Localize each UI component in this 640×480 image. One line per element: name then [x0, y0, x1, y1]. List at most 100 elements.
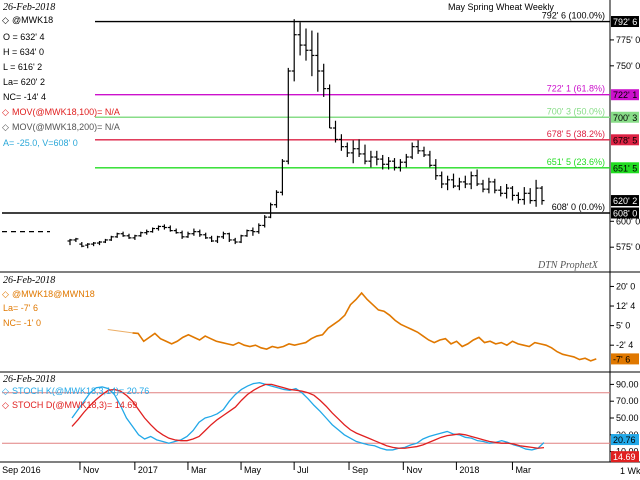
fib-retracement-tag — [611, 89, 639, 101]
fib-retracement-tag-text: 651' 5 — [613, 163, 637, 173]
spread-tick-label: 5' 0 — [616, 321, 630, 331]
price-bar — [161, 224, 167, 230]
price-bar — [468, 171, 474, 190]
diamond-icon: ◇ — [2, 400, 9, 410]
price-bar — [215, 235, 220, 244]
price-bar — [504, 183, 510, 199]
price-bar — [356, 139, 362, 158]
fib-retracement-tag-text: 678' 5 — [613, 135, 637, 145]
price-bar — [144, 229, 150, 235]
price-bar — [167, 225, 173, 232]
price-bar — [173, 228, 179, 234]
time-axis-label: May — [244, 465, 262, 475]
stoch-tick-label: 90.00 — [616, 379, 639, 389]
ohlc-last: La= 620' 2 — [3, 77, 45, 87]
interval-label: 1 Wk — [620, 466, 640, 476]
time-axis-label: Nov — [83, 465, 100, 475]
price-bar — [397, 159, 403, 172]
price-bar — [279, 159, 285, 196]
price-bar — [126, 233, 132, 239]
ohlc-low: L = 616' 2 — [3, 62, 42, 72]
price-bar — [350, 140, 356, 164]
price-bar — [85, 243, 91, 249]
spread-line — [132, 291, 597, 362]
price-bar — [521, 187, 527, 205]
fib-retracement-tag — [611, 207, 639, 219]
price-last-tag-text: 620' 2 — [613, 196, 637, 206]
stoch-k-label: STOCH K(@MWK18,3,14)= 20.76 — [12, 386, 149, 396]
price-bar — [67, 238, 73, 246]
price-bar — [362, 144, 368, 165]
time-axis-label: Mar — [515, 465, 531, 475]
price-tick-label: 600' 0 — [616, 216, 640, 226]
fib-retracement-tag — [611, 134, 639, 146]
fib-retracement-tag — [611, 16, 639, 28]
price-bar — [321, 63, 327, 97]
price-panel: 792' 6 (100.0%) 722' 1 (61.8%) 700' 3 (50.… — [2, 11, 610, 249]
diamond-icon: ◇ — [2, 107, 9, 117]
price-bar — [515, 192, 521, 204]
price-bar — [309, 30, 315, 77]
price-bar — [433, 159, 439, 180]
stoch-d-tag-text: 14.69 — [613, 452, 636, 462]
price-bar — [220, 231, 226, 239]
header-title: May Spring Wheat Weekly — [448, 2, 554, 12]
spread-tick-label: 20' 0 — [616, 281, 635, 291]
fib-retracement-label: 678' 5 (38.2%) — [547, 129, 605, 139]
price-bar — [344, 142, 350, 158]
fib-retracement-tag-text: 792' 6 — [613, 17, 637, 27]
stoch-tick-label: 50.00 — [616, 413, 639, 423]
watermark: DTN ProphetX — [537, 260, 599, 271]
price-bar — [244, 229, 250, 237]
price-bar — [97, 240, 102, 246]
price-bar — [386, 157, 392, 170]
price-bar — [303, 28, 309, 61]
spread-tick-label: 12' 4 — [616, 301, 635, 311]
diamond-icon: ◇ — [2, 386, 9, 396]
price-bar — [480, 179, 486, 193]
diamond-icon: ◇ — [2, 122, 9, 132]
price-bar — [445, 175, 451, 191]
fib-retracement-label: 651' 5 (23.6%) — [547, 157, 605, 167]
spread-tick-label: -2' 4 — [616, 340, 633, 350]
fib-retracement-tag-text: 608' 0 — [613, 208, 637, 218]
time-axis-label: Sep 2016 — [2, 465, 41, 475]
price-bar — [392, 158, 397, 171]
price-bar — [451, 173, 456, 189]
fib-retracement-label: 792' 6 (100.0%) — [542, 11, 605, 21]
price-bar — [403, 153, 409, 168]
stoch-d-label: STOCH D(@MWK18,3)= 14.69 — [12, 400, 137, 410]
price-tick-label: 575' 0 — [616, 242, 640, 252]
time-axis-label: 2018 — [459, 465, 479, 475]
price-bar — [285, 67, 291, 165]
price-bar — [91, 242, 97, 247]
mov200-label: MOV(@MWK18,200)= N/A — [12, 122, 120, 132]
fib-retracement-tag — [611, 111, 639, 123]
fib-retracement-label: 608' 0 (0.0%) — [552, 202, 605, 212]
price-bar — [315, 32, 321, 92]
price-bar — [368, 150, 374, 168]
price-bar — [120, 231, 126, 237]
price-bar — [156, 225, 161, 231]
price-bar — [380, 154, 386, 170]
spread-symbol: @MWK18@MWN18 — [12, 289, 95, 299]
spread-panel — [107, 291, 597, 362]
stoch-tick-label: 70.00 — [616, 396, 639, 406]
price-bar — [510, 186, 515, 201]
ohlc-net-change: NC= -14' 4 — [3, 92, 46, 102]
price-bar — [474, 169, 480, 187]
price-bar — [533, 179, 539, 207]
price-bar — [539, 186, 545, 205]
status-label: A= -25.0, V=608' 0 — [3, 138, 78, 148]
price-bar — [150, 227, 156, 233]
price-bar — [191, 228, 197, 236]
time-axis-label: Jul — [297, 465, 309, 475]
price-tick-label: 750' 0 — [616, 61, 640, 71]
time-axis-label: Nov — [406, 465, 423, 475]
price-bar — [197, 229, 203, 237]
price-bar — [185, 231, 191, 238]
stoch-d-line — [71, 383, 545, 449]
stoch-k-line — [71, 382, 545, 451]
